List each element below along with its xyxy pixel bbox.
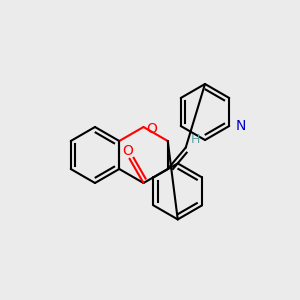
- Text: H: H: [191, 133, 200, 146]
- Text: N: N: [235, 119, 246, 133]
- Text: O: O: [146, 122, 158, 136]
- Text: O: O: [122, 144, 133, 158]
